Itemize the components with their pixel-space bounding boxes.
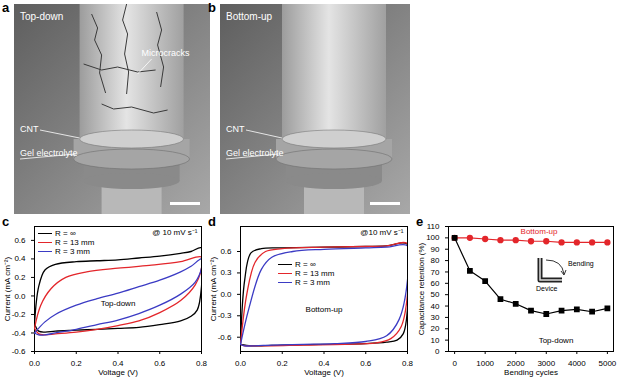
html-text:R = 3 mm: R = 3 mm [55,247,90,256]
svg-text:-0.6: -0.6 [218,333,232,342]
svg-text:0.4: 0.4 [14,254,26,263]
svg-text:3000: 3000 [537,359,556,369]
svg-text:0.0: 0.0 [235,359,247,368]
svg-text:CNT: CNT [20,124,39,134]
svg-text:0.8: 0.8 [196,359,208,368]
svg-text:Microcracks: Microcracks [142,48,191,58]
svg-text:Top-down: Top-down [20,11,63,22]
html-text:R = ∞: R = ∞ [295,260,316,269]
html-text:R = 13 mm: R = 13 mm [55,238,95,247]
svg-text:100: 100 [426,233,440,242]
svg-text:Top-down: Top-down [101,299,136,308]
svg-text:Voltage (V): Voltage (V) [98,368,138,377]
html-text:R = ∞: R = ∞ [55,229,76,238]
svg-text:0.2: 0.2 [71,359,83,368]
svg-text:0.6: 0.6 [14,236,26,245]
svg-text:30: 30 [431,313,440,322]
svg-text:4000: 4000 [568,359,586,368]
html-text:a: a [2,0,10,15]
svg-text:Bending cycles: Bending cycles [504,368,558,377]
svg-text:@10 mV s⁻¹: @10 mV s⁻¹ [360,228,403,237]
svg-text:5000: 5000 [598,359,616,368]
svg-text:0.0: 0.0 [29,359,41,368]
svg-text:-0.3: -0.3 [218,311,232,320]
svg-text:90: 90 [431,245,440,254]
svg-text:20: 20 [431,324,440,333]
svg-text:-0.4: -0.4 [12,329,26,338]
svg-text:CNT: CNT [226,124,245,134]
svg-text:1000: 1000 [476,359,494,368]
svg-text:Capacitance retention (%): Capacitance retention (%) [417,242,426,335]
svg-text:Voltage (V): Voltage (V) [304,368,344,377]
svg-text:Current (mA cm⁻²): Current (mA cm⁻²) [3,257,12,322]
svg-text:10: 10 [431,336,440,345]
svg-text:2000: 2000 [506,359,525,369]
svg-text:Bottom-up: Bottom-up [226,11,273,22]
html-text:c: c [2,214,10,229]
svg-text:0.6: 0.6 [154,359,166,368]
svg-text:Gel electrolyte: Gel electrolyte [20,148,78,158]
svg-text:40: 40 [431,302,440,311]
svg-text:0.3: 0.3 [220,268,232,277]
svg-text:0.2: 0.2 [277,359,289,368]
html-text:b: b [208,0,216,15]
svg-text:70: 70 [431,268,440,277]
svg-text:Device: Device [536,285,558,292]
svg-text:Top-down: Top-down [539,336,574,345]
svg-text:50: 50 [431,290,440,299]
svg-text:Bottom-up: Bottom-up [306,305,343,314]
svg-text:0.0: 0.0 [220,290,232,299]
html-text:R = 3 mm: R = 3 mm [295,278,330,287]
html-text:d: d [208,214,216,229]
svg-text:0.6: 0.6 [360,359,372,368]
html-text:R = 13 mm: R = 13 mm [295,269,335,278]
svg-text:Bending: Bending [568,260,594,268]
svg-text:80: 80 [431,256,440,265]
svg-text:-0.2: -0.2 [12,310,26,319]
svg-text:@ 10 mV s⁻¹: @ 10 mV s⁻¹ [152,228,198,237]
svg-text:0.2: 0.2 [14,273,26,282]
svg-text:Current (mA cm⁻²): Current (mA cm⁻²) [209,257,218,322]
svg-text:0.4: 0.4 [318,359,330,369]
svg-text:60: 60 [431,279,440,288]
svg-text:0.4: 0.4 [112,359,124,369]
svg-text:0.8: 0.8 [402,359,414,368]
svg-text:Bottom-up: Bottom-up [521,227,558,236]
svg-text:0: 0 [452,359,457,368]
svg-text:Gel electrolyte: Gel electrolyte [226,148,284,158]
svg-text:-0.6: -0.6 [12,347,26,356]
svg-text:110: 110 [427,222,440,231]
svg-text:0: 0 [435,347,440,356]
svg-text:0.6: 0.6 [220,247,232,256]
svg-text:0.0: 0.0 [14,292,26,301]
html-text:e: e [416,214,424,229]
